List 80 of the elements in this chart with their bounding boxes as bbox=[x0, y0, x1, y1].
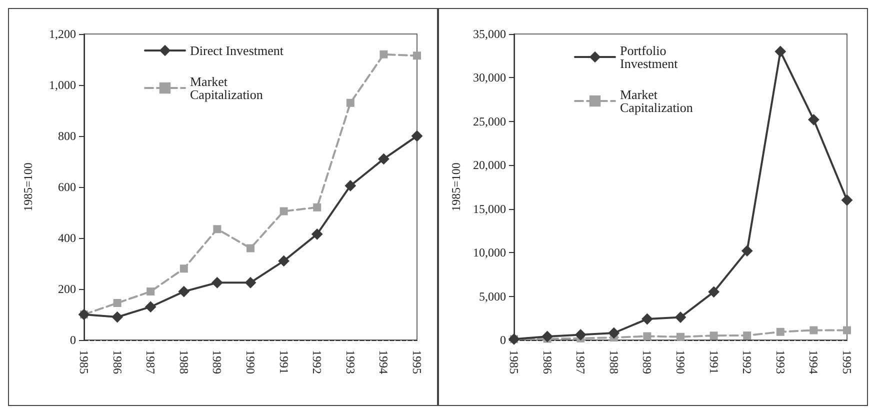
point bbox=[808, 114, 820, 126]
point bbox=[542, 331, 553, 342]
point bbox=[774, 46, 786, 57]
legend-label: Market Capitalization bbox=[190, 74, 264, 102]
y-tick-label: 1,000 bbox=[49, 78, 76, 92]
y-tick-label: 30,000 bbox=[473, 70, 506, 85]
y-tick-label: 35,000 bbox=[473, 27, 506, 41]
x-tick-label: 1994 bbox=[806, 350, 821, 374]
y-tick-label: 20,000 bbox=[473, 158, 506, 172]
point bbox=[710, 332, 718, 340]
x-tick-label: 1993 bbox=[343, 350, 358, 374]
point bbox=[810, 326, 818, 334]
point bbox=[346, 98, 354, 107]
point bbox=[313, 203, 322, 212]
point bbox=[312, 228, 323, 240]
point bbox=[842, 194, 852, 206]
y-tick-label: 25,000 bbox=[473, 114, 506, 128]
point bbox=[245, 277, 256, 288]
point bbox=[378, 153, 390, 164]
point bbox=[246, 244, 254, 252]
point bbox=[742, 245, 753, 256]
x-tick-label: 1988 bbox=[176, 350, 191, 374]
y-tick-label: 5,000 bbox=[479, 289, 506, 304]
y-tick-label: 10,000 bbox=[473, 246, 506, 260]
x-tick-label: 1990 bbox=[244, 350, 258, 374]
y-tick-label: 0 bbox=[70, 333, 76, 347]
point bbox=[113, 299, 122, 308]
point bbox=[112, 312, 123, 323]
point bbox=[413, 52, 421, 60]
x-tick-label: 1987 bbox=[144, 350, 158, 374]
y-tick-label: 200 bbox=[58, 282, 76, 296]
x-tick-label: 1991 bbox=[706, 350, 721, 374]
point bbox=[145, 301, 156, 312]
x-tick-label: 1995 bbox=[840, 350, 854, 374]
point bbox=[843, 326, 851, 334]
x-tick-label: 1987 bbox=[574, 350, 588, 374]
x-tick-label: 1992 bbox=[310, 350, 324, 374]
point bbox=[776, 328, 784, 336]
y-tick-label: 400 bbox=[58, 231, 76, 245]
x-tick-label: 1985 bbox=[77, 350, 91, 374]
point bbox=[743, 331, 752, 340]
y-tick-label: 15,000 bbox=[473, 202, 506, 216]
y-axis-title: 1985=100 bbox=[21, 162, 35, 212]
point bbox=[280, 207, 288, 216]
y-tick-label: 1,200 bbox=[49, 27, 76, 41]
point bbox=[608, 328, 620, 339]
y-tick-label: 800 bbox=[58, 129, 76, 143]
x-tick-label: 1993 bbox=[773, 350, 788, 374]
point bbox=[642, 314, 653, 325]
x-tick-label: 1986 bbox=[540, 350, 554, 374]
point bbox=[146, 288, 155, 296]
point bbox=[675, 312, 686, 323]
y-tick-label: 600 bbox=[58, 180, 76, 194]
point bbox=[180, 264, 188, 273]
x-tick-label: 1994 bbox=[376, 350, 391, 374]
x-tick-label: 1989 bbox=[210, 350, 224, 374]
point bbox=[676, 332, 684, 341]
x-tick-label: 1991 bbox=[276, 350, 291, 374]
point bbox=[213, 225, 222, 234]
point bbox=[178, 286, 190, 298]
legend-label: Direct Investment bbox=[190, 43, 284, 58]
x-tick-label: 1985 bbox=[507, 350, 521, 374]
x-tick-label: 1986 bbox=[110, 350, 124, 374]
y-axis-title: 1985=100 bbox=[449, 162, 464, 212]
point bbox=[412, 130, 422, 142]
x-tick-label: 1989 bbox=[640, 350, 654, 374]
legend-label: Portfolio Investment bbox=[620, 43, 678, 71]
x-tick-label: 1988 bbox=[606, 350, 621, 374]
point bbox=[344, 180, 356, 192]
point bbox=[708, 286, 720, 298]
point bbox=[380, 50, 388, 58]
x-tick-label: 1992 bbox=[740, 350, 754, 374]
point bbox=[278, 255, 290, 266]
point bbox=[643, 332, 652, 340]
point bbox=[212, 277, 223, 288]
x-tick-label: 1990 bbox=[674, 350, 688, 374]
point bbox=[575, 329, 586, 340]
legend-label: Market Capitalization bbox=[620, 87, 694, 115]
y-tick-label: 0 bbox=[500, 333, 506, 347]
x-tick-label: 1995 bbox=[410, 350, 424, 374]
